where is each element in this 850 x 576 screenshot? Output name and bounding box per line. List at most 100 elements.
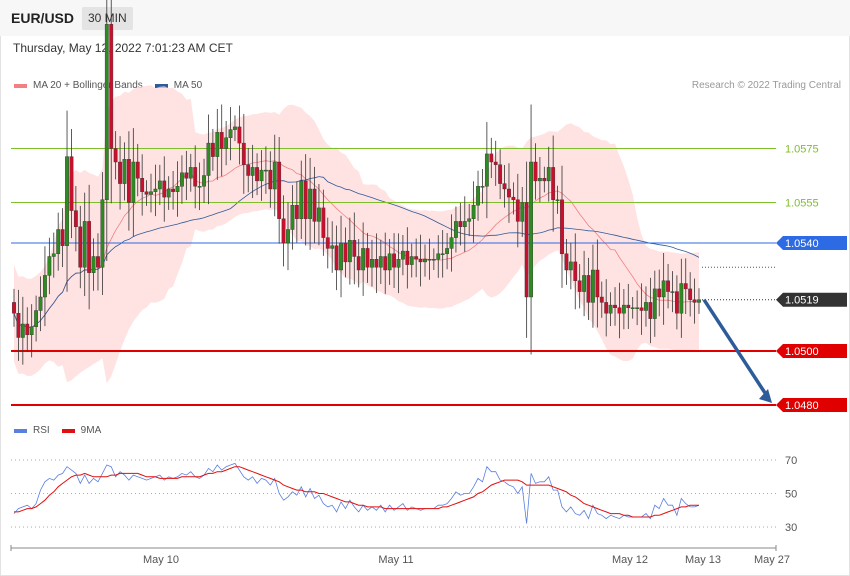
candle-body xyxy=(193,167,198,187)
candle-body xyxy=(546,167,551,182)
candle-body xyxy=(277,161,282,219)
level-tag-bg xyxy=(776,398,847,412)
candle-body xyxy=(356,256,361,271)
candle xyxy=(290,185,295,250)
candle-body xyxy=(493,161,498,165)
x-tick-label: May 12 xyxy=(612,554,648,566)
candle xyxy=(675,275,679,330)
candle xyxy=(96,233,100,291)
candle xyxy=(617,282,622,339)
candle-body xyxy=(157,180,162,190)
candle-body xyxy=(644,302,648,311)
candle xyxy=(436,235,441,278)
candle xyxy=(652,270,657,337)
candle-body xyxy=(43,275,47,298)
level-tag-1.0519: 1.0519 xyxy=(776,292,847,307)
projection-arrow-shaft xyxy=(702,298,769,397)
candle xyxy=(299,160,304,239)
candle xyxy=(29,304,34,358)
candle xyxy=(670,271,675,313)
candle-body xyxy=(648,302,653,319)
candle xyxy=(175,161,180,217)
candle xyxy=(378,239,383,285)
candle xyxy=(542,166,547,193)
candle xyxy=(577,264,582,309)
candle xyxy=(564,238,569,285)
candle xyxy=(383,232,388,294)
candle xyxy=(272,134,277,217)
candle xyxy=(246,147,251,193)
candle-body xyxy=(617,307,622,314)
candle-body xyxy=(670,291,675,293)
candle xyxy=(520,186,525,237)
x-tick-label: May 11 xyxy=(378,554,413,566)
level-tag-1.0480: 1.0480 xyxy=(776,398,847,412)
candle-body xyxy=(661,280,666,298)
candle-body xyxy=(471,204,476,219)
level-label-1.0575: 1.0575 xyxy=(785,144,819,156)
candle xyxy=(467,203,472,237)
candle-body xyxy=(321,207,326,238)
candle xyxy=(25,307,30,352)
candle-body xyxy=(47,256,52,276)
candle xyxy=(65,110,69,292)
candle-body xyxy=(308,188,312,219)
rsi-9ma-line xyxy=(14,466,699,518)
candle-body xyxy=(78,226,83,268)
legend-swatch-ma50 xyxy=(154,83,168,88)
candle-body xyxy=(551,167,556,200)
candle-body xyxy=(60,229,65,246)
candle xyxy=(688,272,693,317)
candle xyxy=(312,166,317,244)
candle xyxy=(317,184,321,246)
candle xyxy=(392,233,396,288)
candle-body xyxy=(630,307,635,309)
candle xyxy=(414,238,419,278)
level-label-1.0555: 1.0555 xyxy=(785,198,819,210)
candle xyxy=(100,172,105,295)
candle xyxy=(281,195,286,267)
candle-body xyxy=(688,288,693,300)
candle xyxy=(591,244,595,328)
candle-body xyxy=(317,207,321,222)
candle-body xyxy=(560,199,564,255)
candle xyxy=(515,173,520,248)
candle-body xyxy=(387,253,392,271)
timeframe-badge[interactable]: 30 MIN xyxy=(82,7,133,30)
legend-label-9ma: 9MA xyxy=(80,425,102,436)
candle xyxy=(334,225,339,291)
candle-body xyxy=(484,153,489,187)
level-tag-1.0500: 1.0500 xyxy=(776,344,847,358)
legend-rsi: RSI 9MA xyxy=(14,425,101,436)
candle-body xyxy=(568,261,573,271)
candle-body xyxy=(166,188,171,198)
candle xyxy=(493,140,498,186)
candle xyxy=(197,162,202,211)
candle xyxy=(630,297,635,319)
candle xyxy=(171,171,175,210)
candle xyxy=(321,189,326,256)
candle xyxy=(423,244,427,277)
candle-body xyxy=(206,142,211,176)
candle-body xyxy=(113,148,118,163)
candle-body xyxy=(210,142,215,157)
candle-body xyxy=(529,161,533,298)
candle xyxy=(471,181,476,243)
candle xyxy=(184,150,189,201)
candle-body xyxy=(401,250,405,260)
candle-body xyxy=(104,24,109,200)
candle-body xyxy=(290,204,295,230)
candle xyxy=(445,233,449,270)
candle-body xyxy=(38,296,43,311)
candle-body xyxy=(405,250,410,265)
candle-body xyxy=(392,253,396,268)
symbol-label: EUR/USD xyxy=(11,10,75,26)
candle xyxy=(458,202,463,246)
candle-body xyxy=(515,199,520,222)
candle xyxy=(113,131,118,180)
candle xyxy=(679,258,684,338)
candle-body xyxy=(675,291,679,314)
candle xyxy=(294,181,299,243)
candle xyxy=(73,186,78,252)
candle-body xyxy=(255,167,259,182)
